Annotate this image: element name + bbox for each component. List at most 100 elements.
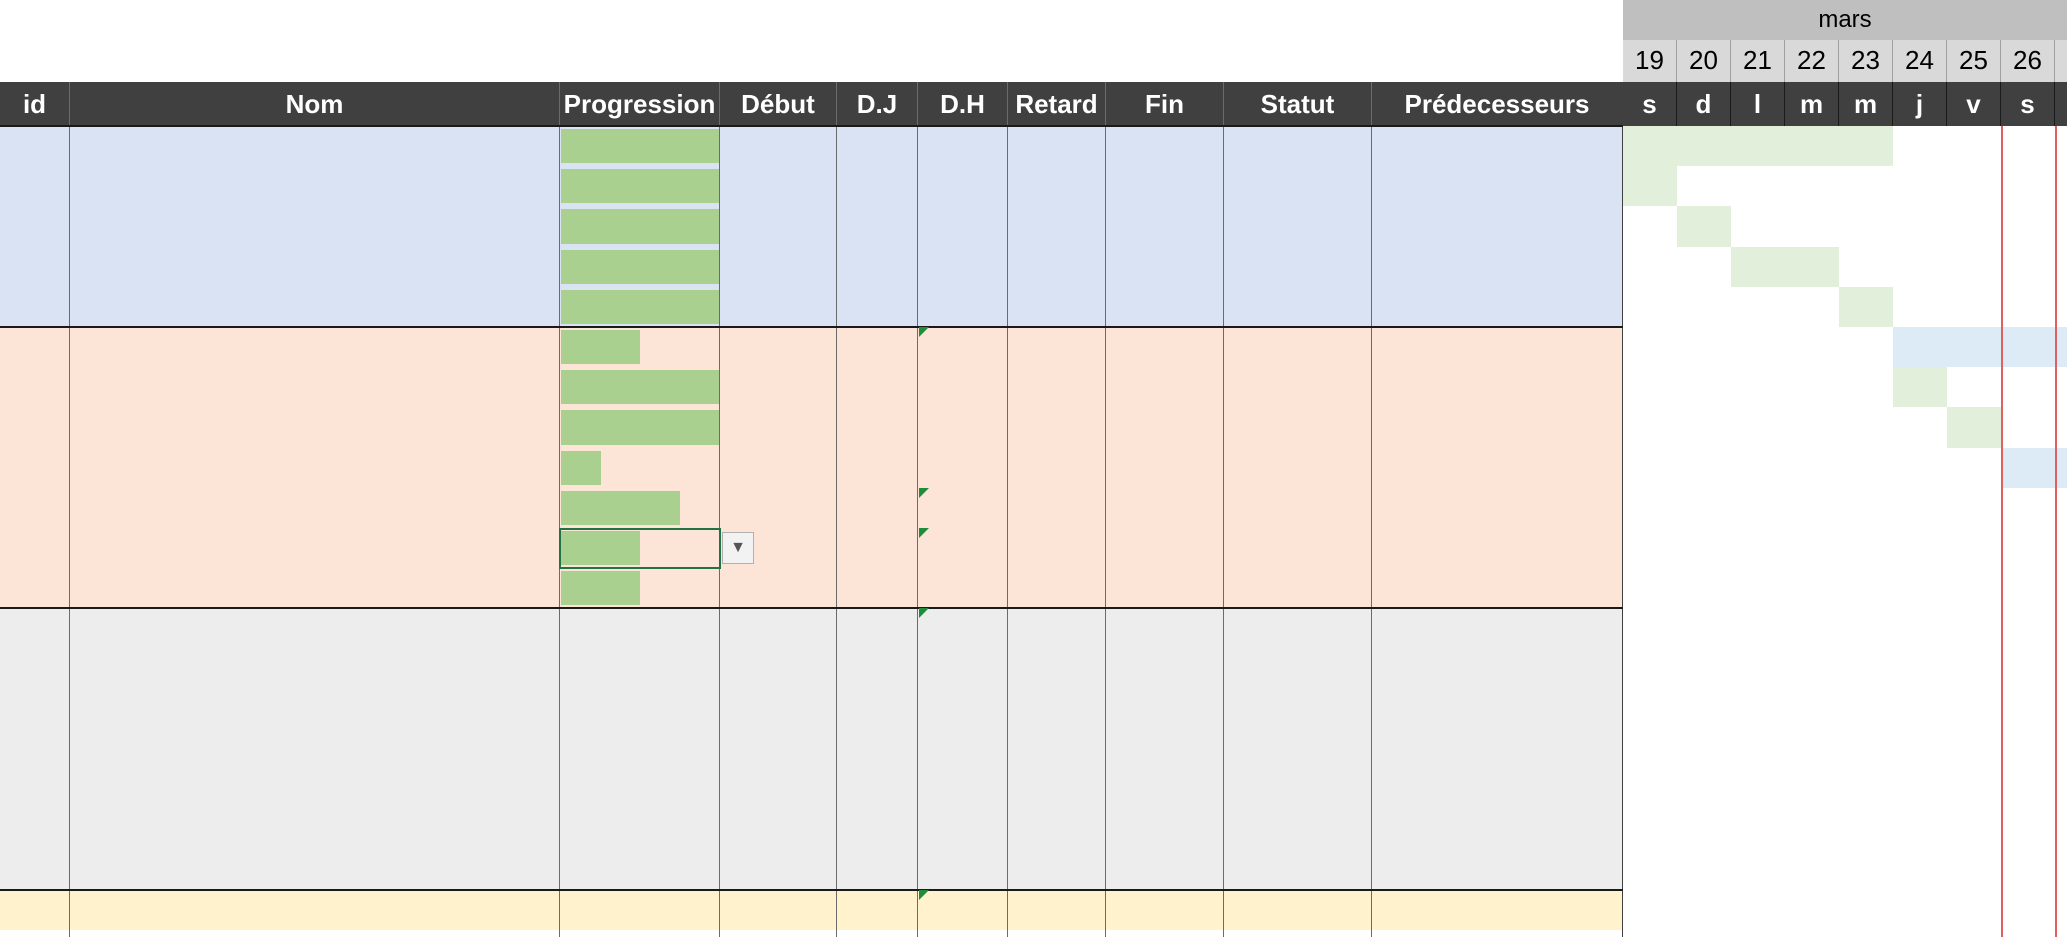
col-fin[interactable]: [1106, 568, 1224, 608]
col-id[interactable]: [0, 608, 70, 648]
col-nom[interactable]: [70, 206, 560, 246]
col-predecesseurs[interactable]: [1372, 448, 1623, 488]
col-statut[interactable]: [1224, 287, 1372, 327]
col-retard[interactable]: [1008, 327, 1106, 367]
col-statut[interactable]: [1224, 367, 1372, 407]
col-predecesseurs[interactable]: [1372, 850, 1623, 890]
col-debut[interactable]: [720, 448, 837, 488]
col-nom[interactable]: [70, 407, 560, 447]
col-id[interactable]: [0, 649, 70, 689]
col-dj[interactable]: [837, 568, 918, 608]
col-id[interactable]: [0, 247, 70, 287]
col-dj[interactable]: [837, 448, 918, 488]
col-retard[interactable]: [1008, 126, 1106, 166]
col-dj[interactable]: [837, 206, 918, 246]
col-id[interactable]: [0, 769, 70, 809]
col-retard[interactable]: [1008, 287, 1106, 327]
col-predecesseurs[interactable]: [1372, 608, 1623, 648]
selected-cell[interactable]: [559, 528, 721, 570]
col-debut[interactable]: [720, 649, 837, 689]
col-statut[interactable]: [1224, 407, 1372, 447]
col-nom[interactable]: [70, 488, 560, 528]
col-nom[interactable]: [70, 689, 560, 729]
col-predecesseurs[interactable]: [1372, 287, 1623, 327]
col-statut[interactable]: [1224, 649, 1372, 689]
col-fin[interactable]: [1106, 126, 1224, 166]
col-dh[interactable]: [918, 809, 1008, 849]
col-dh[interactable]: [918, 890, 1008, 930]
col-fin[interactable]: [1106, 448, 1224, 488]
col-retard[interactable]: [1008, 407, 1106, 447]
progress-cell[interactable]: [560, 689, 720, 729]
col-fin[interactable]: [1106, 890, 1224, 930]
col-predecesseurs[interactable]: [1372, 126, 1623, 166]
col-fin[interactable]: [1106, 809, 1224, 849]
col-id[interactable]: [0, 890, 70, 930]
col-fin[interactable]: [1106, 608, 1224, 648]
col-debut[interactable]: [720, 809, 837, 849]
col-nom[interactable]: [70, 448, 560, 488]
col-statut[interactable]: [1224, 568, 1372, 608]
col-dh[interactable]: [918, 287, 1008, 327]
col-id[interactable]: [0, 407, 70, 447]
col-predecesseurs[interactable]: [1372, 769, 1623, 809]
col-debut[interactable]: [720, 166, 837, 206]
col-dh[interactable]: [918, 166, 1008, 206]
col-dj[interactable]: [837, 528, 918, 568]
col-predecesseurs[interactable]: [1372, 488, 1623, 528]
col-debut[interactable]: [720, 689, 837, 729]
col-debut[interactable]: [720, 247, 837, 287]
comment-indicator-icon[interactable]: [919, 608, 929, 619]
col-id[interactable]: [0, 287, 70, 327]
col-debut[interactable]: [720, 729, 837, 769]
col-nom[interactable]: [70, 568, 560, 608]
col-predecesseurs[interactable]: [1372, 247, 1623, 287]
col-retard-header[interactable]: Retard: [1008, 82, 1106, 126]
col-statut[interactable]: [1224, 327, 1372, 367]
col-id[interactable]: [0, 448, 70, 488]
col-dh[interactable]: [918, 327, 1008, 367]
col-dj[interactable]: [837, 890, 918, 930]
col-fin[interactable]: [1106, 407, 1224, 447]
col-dh[interactable]: [918, 729, 1008, 769]
col-dj[interactable]: [837, 729, 918, 769]
col-retard[interactable]: [1008, 769, 1106, 809]
col-debut[interactable]: [720, 407, 837, 447]
col-statut[interactable]: [1224, 247, 1372, 287]
col-fin[interactable]: [1106, 488, 1224, 528]
col-dh[interactable]: [918, 488, 1008, 528]
col-dj[interactable]: [837, 488, 918, 528]
progress-cell[interactable]: [560, 729, 720, 769]
progress-cell[interactable]: [560, 649, 720, 689]
col-id[interactable]: [0, 850, 70, 890]
col-fin[interactable]: [1106, 367, 1224, 407]
col-id[interactable]: [0, 327, 70, 367]
col-debut-header[interactable]: Début: [720, 82, 837, 126]
col-predecesseurs[interactable]: [1372, 327, 1623, 367]
col-retard[interactable]: [1008, 367, 1106, 407]
col-statut-header[interactable]: Statut: [1224, 82, 1372, 126]
col-debut[interactable]: [720, 206, 837, 246]
col-retard[interactable]: [1008, 166, 1106, 206]
col-dh-header[interactable]: D.H: [918, 82, 1008, 126]
col-fin[interactable]: [1106, 850, 1224, 890]
col-id-header[interactable]: id: [0, 82, 70, 126]
col-fin[interactable]: [1106, 287, 1224, 327]
col-fin[interactable]: [1106, 166, 1224, 206]
col-nom[interactable]: [70, 528, 560, 568]
col-dh[interactable]: [918, 608, 1008, 648]
col-predecesseurs[interactable]: [1372, 568, 1623, 608]
col-debut[interactable]: [720, 367, 837, 407]
col-predecesseurs[interactable]: [1372, 689, 1623, 729]
col-retard[interactable]: [1008, 568, 1106, 608]
progress-cell[interactable]: [560, 608, 720, 648]
col-dh[interactable]: [918, 689, 1008, 729]
progress-cell[interactable]: [560, 809, 720, 849]
col-dj[interactable]: [837, 649, 918, 689]
col-nom[interactable]: [70, 649, 560, 689]
col-predecesseurs[interactable]: [1372, 206, 1623, 246]
col-debut[interactable]: [720, 850, 837, 890]
col-predecesseurs[interactable]: [1372, 809, 1623, 849]
col-fin[interactable]: [1106, 729, 1224, 769]
col-statut[interactable]: [1224, 528, 1372, 568]
